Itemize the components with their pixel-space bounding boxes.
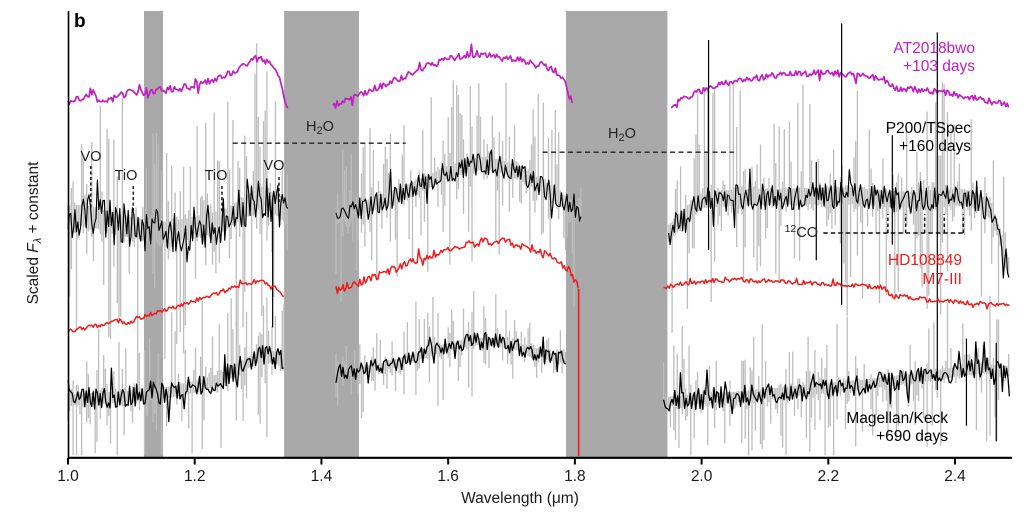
panel-label: b bbox=[74, 11, 86, 32]
x-tick-label: 2.2 bbox=[818, 468, 840, 485]
co-band-label: 12CO bbox=[785, 223, 818, 241]
noise-trace bbox=[335, 291, 567, 419]
legend-line: +103 days bbox=[903, 58, 975, 75]
x-tick-label: 1.2 bbox=[184, 468, 206, 485]
telluric-bands-layer bbox=[144, 11, 668, 458]
h2o-band-label: H2O bbox=[306, 119, 334, 137]
x-tick-label: 1.0 bbox=[57, 468, 79, 485]
axis-layer: 1.0 1.2 1.4 1.6 1.8 2.0 2.2 2.4 bbox=[57, 11, 1012, 485]
spectrum-trace bbox=[335, 237, 579, 295]
telluric-band bbox=[566, 11, 668, 458]
y-axis-label: Scaled Fλ + constant bbox=[25, 161, 44, 305]
x-tick-label: 2.4 bbox=[944, 468, 966, 485]
tio-band-label: TiO bbox=[115, 168, 138, 184]
noise-trace bbox=[662, 295, 1010, 456]
legend-magellan-keck: Magellan/Keck +690 days bbox=[846, 410, 948, 445]
spectrum-trace bbox=[67, 345, 284, 423]
spectrum-trace bbox=[662, 341, 1011, 415]
legend-line: +690 days bbox=[876, 428, 948, 445]
telluric-band bbox=[284, 11, 359, 458]
noise-trace bbox=[67, 285, 285, 456]
spectrum-trace bbox=[668, 168, 1010, 279]
vo-band-label: VO bbox=[81, 149, 102, 165]
spectrum-trace bbox=[67, 54, 289, 109]
h2o-band-label: H2O bbox=[608, 126, 636, 144]
legend-line: P200/TSpec bbox=[886, 120, 972, 137]
tio-band-label: TiO bbox=[205, 168, 228, 184]
legend-at2018bwo: AT2018bwo +103 days bbox=[893, 40, 975, 75]
vo-band-label: VO bbox=[264, 158, 285, 174]
annotation-lines-layer bbox=[90, 142, 965, 234]
legend-line: M7-III bbox=[922, 271, 962, 288]
legend-hd108849: HD108849 M7-III bbox=[888, 252, 962, 288]
spectrum-trace bbox=[335, 149, 582, 222]
x-tick-label: 1.4 bbox=[311, 468, 333, 485]
spectrum-trace bbox=[335, 331, 567, 384]
spectrum-trace bbox=[67, 178, 289, 263]
spectrum-trace bbox=[332, 43, 574, 109]
spectrum-trace bbox=[67, 278, 285, 334]
legend-line: HD108849 bbox=[888, 252, 962, 269]
legend-line: Magellan/Keck bbox=[846, 410, 948, 427]
noise-layer bbox=[67, 43, 1010, 456]
spectra-layer bbox=[67, 23, 1011, 457]
spectrum-trace bbox=[670, 69, 1010, 109]
legend-p200-tspec: P200/TSpec +160 days bbox=[886, 120, 972, 155]
legend-line: +160 days bbox=[899, 138, 971, 155]
x-tick-label: 1.8 bbox=[564, 468, 586, 485]
x-axis-label: Wavelength (μm) bbox=[461, 490, 579, 507]
x-tick-label: 2.0 bbox=[691, 468, 713, 485]
x-tick-label: 1.6 bbox=[437, 468, 459, 485]
legend-line: AT2018bwo bbox=[893, 40, 975, 57]
spectrum-trace bbox=[663, 276, 1010, 310]
